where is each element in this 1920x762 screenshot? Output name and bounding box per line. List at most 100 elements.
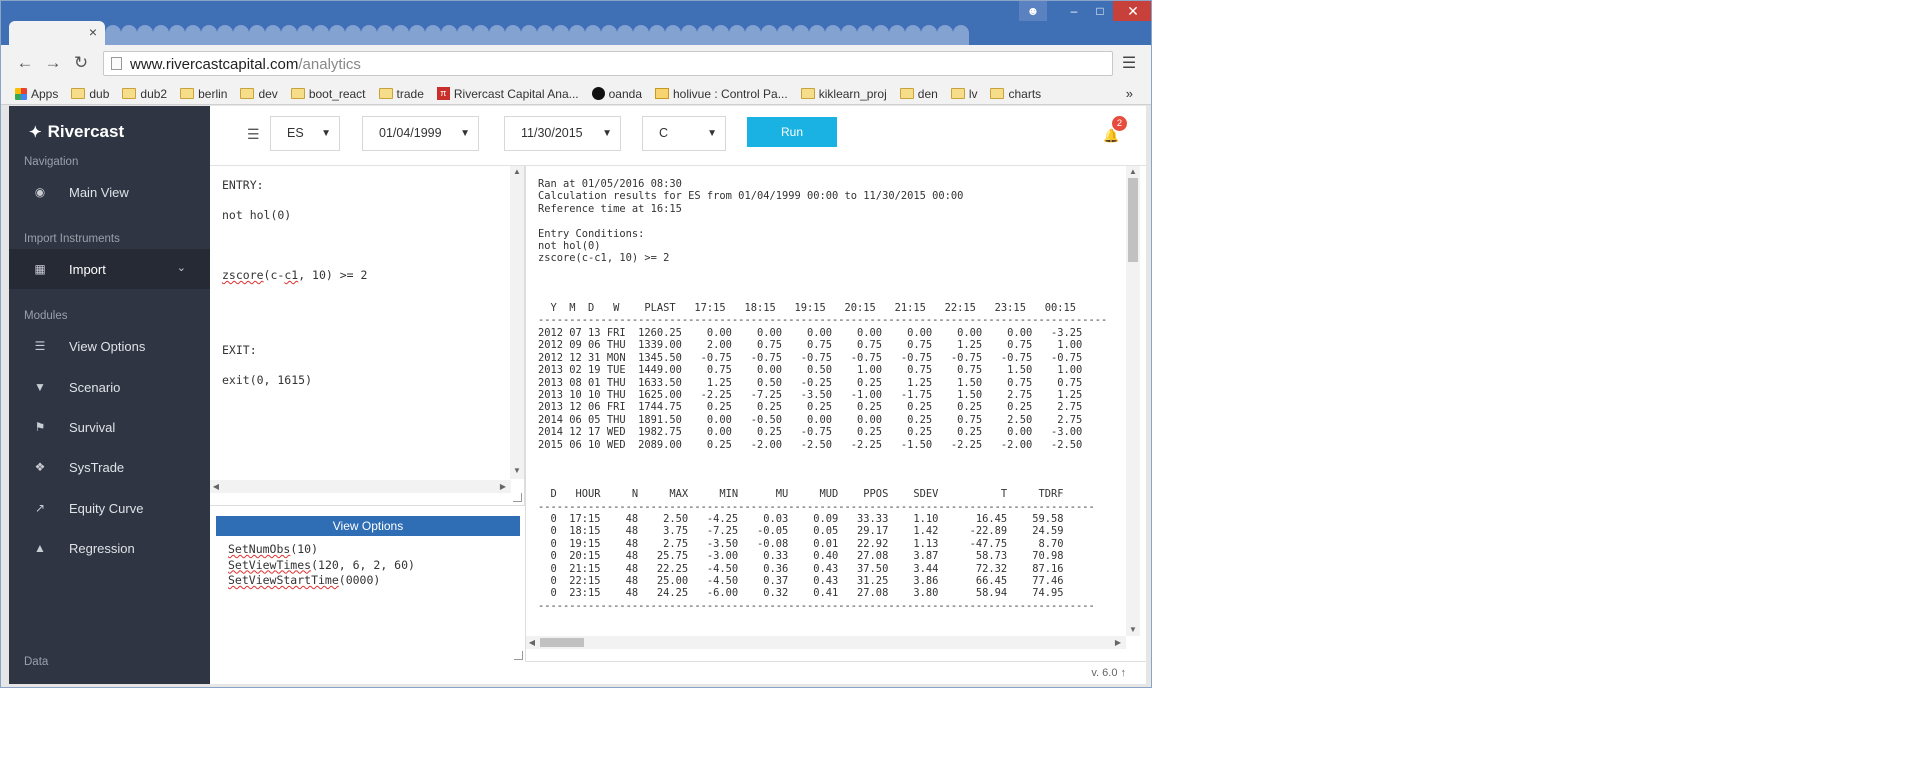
folder-icon (71, 88, 86, 99)
dropdown-arrow-icon: ▼ (602, 128, 612, 139)
back-arrow-icon[interactable]: ← (16, 53, 34, 72)
app: ✦ Rivercast Navigation ◉ Main View Import … (9, 106, 1146, 684)
scroll-right-icon[interactable]: ▶ (1114, 638, 1122, 647)
oanda-icon (591, 87, 605, 100)
scroll-down-icon[interactable]: ▼ (513, 466, 521, 475)
flag-icon: ⚑ (34, 420, 46, 434)
entry-horizontal-scrollbar[interactable]: ◀ ▶ (210, 480, 511, 493)
bookmark-dub2[interactable]: dub2 (122, 87, 167, 101)
page-icon (111, 57, 122, 70)
results-horizontal-scrollbar[interactable]: ◀ ▶ (526, 636, 1126, 649)
folder-icon (240, 88, 255, 99)
results-vertical-scrollbar[interactable]: ▲ ▼ (1126, 166, 1140, 636)
bookmark-rivercast[interactable]: π Rivercast Capital Ana... (436, 87, 579, 101)
bookmark-lv[interactable]: lv (950, 87, 977, 101)
results-output: Ran at 01/05/2016 08:30 Calculation resu… (538, 178, 1108, 612)
sidebar-item-equity-curve[interactable]: ↗ Equity Curve (9, 488, 210, 528)
browser-window: × ☻ – □ ✕ ← → ↻ www.rivercastcapital.com… (0, 0, 1152, 688)
bookmarks-more-icon[interactable]: » (1125, 86, 1133, 101)
scroll-thumb[interactable] (1128, 178, 1138, 262)
chevron-down-icon: ⌄ (176, 262, 186, 274)
view-options-code[interactable]: SetNumObs(10) SetViewTimes(120, 6, 2, 60… (228, 542, 415, 587)
scroll-up-icon[interactable]: ▲ (513, 167, 521, 176)
sidebar-item-main-view[interactable]: ◉ Main View (9, 172, 210, 212)
scroll-up-icon[interactable]: ▲ (1129, 167, 1137, 176)
field-select[interactable]: C ▼ (642, 116, 726, 151)
table-row: 0 19:15 48 2.75 -3.50 -0.08 0.01 22.92 1… (538, 537, 1064, 550)
dropdown-arrow-icon: ▼ (321, 128, 331, 139)
folder-icon (990, 88, 1005, 99)
bookmark-dub[interactable]: dub (71, 87, 109, 101)
resize-grip-icon[interactable] (514, 651, 523, 660)
list-icon: ☰ (34, 339, 46, 353)
bookmark-boot-react[interactable]: boot_react (290, 87, 366, 101)
folder-icon (899, 88, 914, 99)
browser-toolbar: ← → ↻ www.rivercastcapital.com/analytics… (1, 45, 1151, 83)
table-row: 0 22:15 48 25.00 -4.50 0.37 0.43 31.25 3… (538, 575, 1064, 587)
scroll-left-icon[interactable]: ◀ (528, 638, 536, 647)
entry-vertical-scrollbar[interactable]: ▲ ▼ (510, 166, 524, 479)
line-chart-icon: ↗ (34, 501, 46, 515)
end-date-select[interactable]: 11/30/2015 ▼ (504, 116, 621, 151)
scroll-right-icon[interactable]: ▶ (499, 482, 507, 491)
sidebar-item-view-options[interactable]: ☰ View Options (9, 326, 210, 366)
title-bar: × ☻ – □ ✕ (1, 1, 1151, 45)
tab-close-icon[interactable]: × (88, 24, 97, 40)
scroll-thumb[interactable] (540, 638, 584, 647)
sidebar-item-import[interactable]: ▦ Import ⌄ (9, 249, 210, 289)
run-button[interactable]: Run (747, 117, 837, 147)
sidebar-item-systrade[interactable]: ❖ SysTrade (9, 447, 210, 487)
close-window-button[interactable]: ✕ (1113, 1, 1151, 21)
bookmark-kiklearn[interactable]: kiklearn_proj (800, 87, 887, 101)
browser-menu-icon[interactable]: ☰ (1121, 55, 1137, 72)
footer: v. 6.0 ↑ (525, 661, 1146, 684)
results-panel[interactable]: Ran at 01/05/2016 08:30 Calculation resu… (525, 166, 1146, 661)
entry-editor[interactable]: ENTRY: not hol(0) zscore(c-c1, 10) >= 2 … (210, 166, 525, 506)
address-bar[interactable]: www.rivercastcapital.com/analytics (103, 51, 1113, 76)
minimize-button[interactable]: – (1070, 4, 1078, 18)
bookmarks-bar: Apps dub dub2 berlin dev boot_react trad… (1, 83, 1151, 105)
section-data: Data (24, 656, 49, 668)
bookmark-trade[interactable]: trade (378, 87, 424, 101)
version-label: v. 6.0 ↑ (1091, 667, 1126, 679)
top-bar: ☰ ES ▼ 01/04/1999 ▼ 11/30/2015 ▼ C ▼ Run 🔔 2 (210, 106, 1146, 166)
scroll-left-icon[interactable]: ◀ (212, 482, 220, 491)
maximize-button[interactable]: □ (1096, 4, 1104, 18)
table-row: 2013 10 10 THU 1625.00 -2.25 -7.25 -3.50… (538, 388, 1083, 401)
notification-badge: 2 (1112, 116, 1127, 131)
section-navigation: Navigation (24, 156, 79, 168)
scroll-down-icon[interactable]: ▼ (1129, 625, 1137, 634)
arrow-up-icon[interactable]: ↑ (1120, 667, 1127, 679)
bookmark-berlin[interactable]: berlin (180, 87, 227, 101)
table-row: 2013 12 06 FRI 1744.75 0.25 0.25 0.25 0.… (538, 401, 1083, 414)
section-import-instruments: Import Instruments (24, 233, 120, 245)
mail-icon (655, 88, 669, 99)
bookmark-charts[interactable]: charts (990, 87, 1041, 101)
bookmark-holivue[interactable]: holivue : Control Pa... (655, 87, 788, 101)
reload-icon[interactable]: ↻ (73, 53, 89, 72)
resize-grip-icon[interactable] (513, 493, 522, 502)
sidebar-item-survival[interactable]: ⚑ Survival (9, 407, 210, 447)
brand[interactable]: ✦ Rivercast (29, 122, 125, 141)
bookmark-oanda[interactable]: oanda (591, 87, 642, 101)
sidebar-item-scenario[interactable]: ▼ Scenario (9, 367, 210, 407)
forward-arrow-icon[interactable]: → (44, 53, 62, 72)
user-icon[interactable]: ☻ (1019, 1, 1047, 21)
start-date-select[interactable]: 01/04/1999 ▼ (362, 116, 479, 151)
symbol-select[interactable]: ES ▼ (270, 116, 340, 151)
rivercast-icon: π (436, 87, 450, 100)
view-options-header[interactable]: View Options (216, 516, 520, 536)
bookmark-den[interactable]: den (899, 87, 938, 101)
eye-icon: ◉ (34, 185, 46, 199)
folder-icon (378, 88, 393, 99)
active-tab[interactable]: × (9, 21, 105, 45)
table-row: 0 18:15 48 3.75 -7.25 -0.05 0.05 29.17 1… (538, 525, 1064, 538)
bell-icon[interactable]: 🔔 (1103, 128, 1120, 143)
dropdown-arrow-icon: ▼ (460, 128, 470, 139)
bookmark-dev[interactable]: dev (240, 87, 278, 101)
sidebar-toggle-icon[interactable]: ☰ (247, 126, 260, 142)
bookmark-apps[interactable]: Apps (15, 87, 58, 101)
table-row: 2015 06 10 WED 2089.00 0.25 -2.00 -2.50 … (538, 438, 1083, 451)
sidebar-item-regression[interactable]: ▲ Regression (9, 528, 210, 568)
table-row: 0 20:15 48 25.75 -3.00 0.33 0.40 27.08 3… (538, 550, 1064, 563)
